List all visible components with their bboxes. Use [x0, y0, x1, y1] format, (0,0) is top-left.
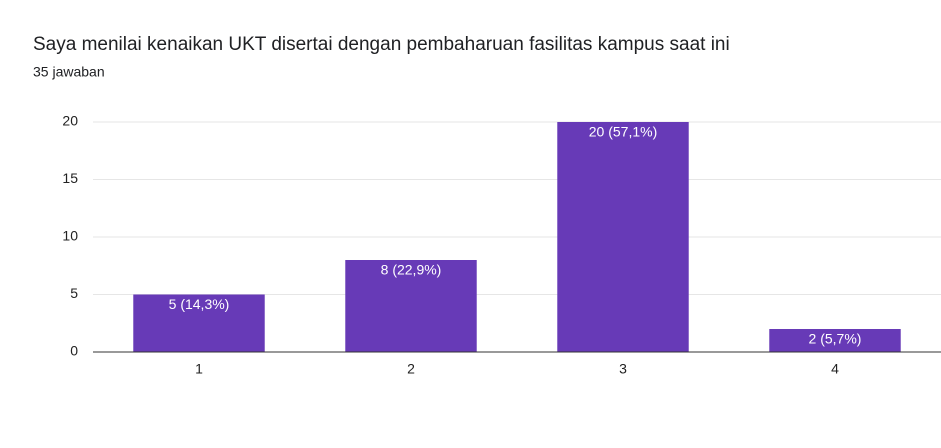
x-tick-label: 3 — [619, 361, 627, 377]
y-tick-label: 5 — [70, 285, 78, 301]
y-tick-label: 20 — [62, 113, 78, 129]
bar — [769, 329, 901, 352]
y-tick-label: 10 — [62, 228, 78, 244]
value-label: 2 (5,7%) — [809, 331, 862, 347]
x-tick-label: 1 — [195, 361, 203, 377]
value-label: 5 (14,3%) — [169, 296, 230, 312]
value-label: 20 (57,1%) — [589, 124, 657, 140]
x-tick-label: 2 — [407, 361, 415, 377]
bar — [557, 122, 689, 352]
chart-subtitle: 35 jawaban — [33, 64, 105, 80]
value-label: 8 (22,9%) — [381, 262, 442, 278]
chart-title: Saya menilai kenaikan UKT disertai denga… — [33, 34, 730, 55]
bar — [133, 294, 265, 352]
bar — [345, 260, 477, 352]
y-tick-label: 15 — [62, 170, 78, 186]
y-tick-label: 0 — [70, 343, 78, 359]
x-tick-label: 4 — [831, 361, 839, 377]
